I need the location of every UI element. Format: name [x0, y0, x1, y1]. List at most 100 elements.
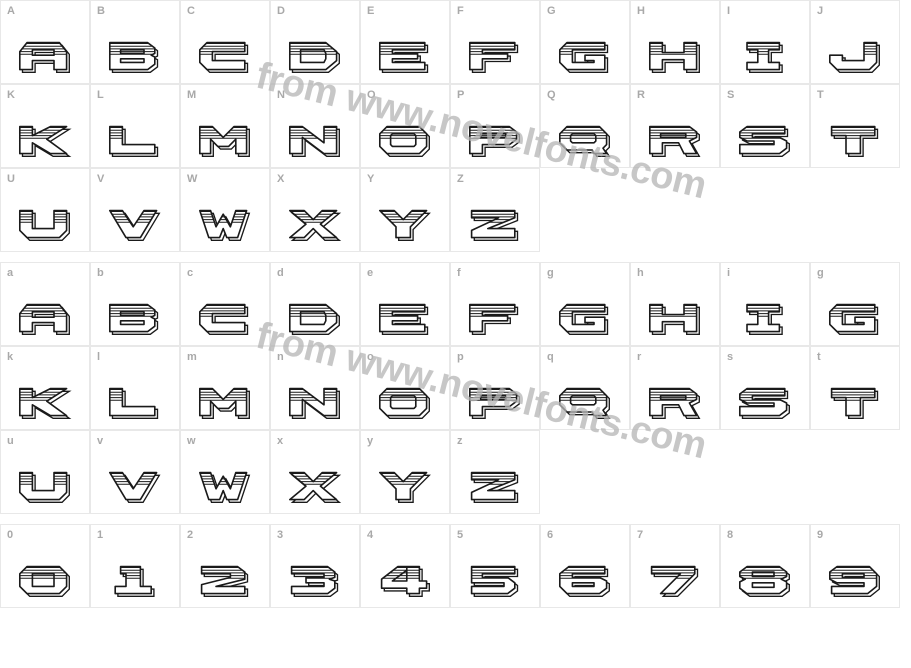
- glyph-cell[interactable]: c: [180, 262, 270, 346]
- glyph-preview: [377, 123, 433, 159]
- glyph-preview: [557, 563, 613, 599]
- glyph-preview: [377, 301, 433, 337]
- glyph-cell[interactable]: B: [90, 0, 180, 84]
- glyph-cell[interactable]: I: [720, 0, 810, 84]
- glyph-preview: [107, 39, 163, 75]
- glyph-cell-label: w: [187, 435, 196, 447]
- glyph-cell[interactable]: 0: [0, 524, 90, 608]
- glyph-cell-label: O: [367, 89, 376, 101]
- glyph-cell-label: v: [97, 435, 103, 447]
- glyph-cell[interactable]: o: [360, 346, 450, 430]
- glyph-cell[interactable]: h: [630, 262, 720, 346]
- glyph-cell[interactable]: L: [90, 84, 180, 168]
- glyph-cell-label: g: [817, 267, 824, 279]
- glyph-preview: [827, 385, 883, 421]
- glyph-cell[interactable]: T: [810, 84, 900, 168]
- character-map-row: K L M N O P Q R S: [0, 84, 911, 168]
- glyph-cell-label: N: [277, 89, 285, 101]
- glyph-cell[interactable]: W: [180, 168, 270, 252]
- glyph-cell[interactable]: 5: [450, 524, 540, 608]
- glyph-preview: [827, 563, 883, 599]
- glyph-cell[interactable]: p: [450, 346, 540, 430]
- glyph-cell[interactable]: U: [0, 168, 90, 252]
- glyph-cell[interactable]: t: [810, 346, 900, 430]
- glyph-cell[interactable]: H: [630, 0, 720, 84]
- glyph-cell-label: F: [457, 5, 464, 17]
- glyph-cell[interactable]: S: [720, 84, 810, 168]
- glyph-cell[interactable]: d: [270, 262, 360, 346]
- glyph-preview: [107, 563, 163, 599]
- glyph-preview: [737, 39, 793, 75]
- glyph-cell-label: R: [637, 89, 645, 101]
- glyph-cell[interactable]: a: [0, 262, 90, 346]
- glyph-cell-label: m: [187, 351, 197, 363]
- glyph-preview: [287, 301, 343, 337]
- glyph-cell[interactable]: N: [270, 84, 360, 168]
- glyph-cell[interactable]: r: [630, 346, 720, 430]
- glyph-cell[interactable]: C: [180, 0, 270, 84]
- glyph-cell[interactable]: g: [810, 262, 900, 346]
- glyph-preview: [557, 385, 613, 421]
- glyph-cell[interactable]: E: [360, 0, 450, 84]
- glyph-cell[interactable]: g: [540, 262, 630, 346]
- glyph-cell[interactable]: v: [90, 430, 180, 514]
- glyph-cell[interactable]: P: [450, 84, 540, 168]
- glyph-cell[interactable]: J: [810, 0, 900, 84]
- glyph-cell[interactable]: 1: [90, 524, 180, 608]
- glyph-cell-label: s: [727, 351, 733, 363]
- glyph-preview: [17, 207, 73, 243]
- glyph-cell[interactable]: f: [450, 262, 540, 346]
- glyph-cell[interactable]: 2: [180, 524, 270, 608]
- glyph-cell-label: 0: [7, 529, 13, 541]
- glyph-cell[interactable]: A: [0, 0, 90, 84]
- glyph-cell-label: W: [187, 173, 197, 185]
- glyph-cell[interactable]: M: [180, 84, 270, 168]
- glyph-cell[interactable]: Q: [540, 84, 630, 168]
- glyph-cell[interactable]: 8: [720, 524, 810, 608]
- glyph-cell[interactable]: Z: [450, 168, 540, 252]
- glyph-cell[interactable]: R: [630, 84, 720, 168]
- glyph-cell[interactable]: 7: [630, 524, 720, 608]
- glyph-cell[interactable]: 4: [360, 524, 450, 608]
- glyph-cell-label: 2: [187, 529, 193, 541]
- glyph-cell[interactable]: G: [540, 0, 630, 84]
- glyph-cell-label: i: [727, 267, 730, 279]
- glyph-cell-label: P: [457, 89, 464, 101]
- glyph-cell[interactable]: l: [90, 346, 180, 430]
- glyph-cell[interactable]: n: [270, 346, 360, 430]
- glyph-cell[interactable]: 3: [270, 524, 360, 608]
- glyph-cell[interactable]: Y: [360, 168, 450, 252]
- glyph-cell[interactable]: y: [360, 430, 450, 514]
- glyph-cell[interactable]: D: [270, 0, 360, 84]
- glyph-cell[interactable]: x: [270, 430, 360, 514]
- glyph-cell[interactable]: X: [270, 168, 360, 252]
- glyph-cell[interactable]: k: [0, 346, 90, 430]
- glyph-cell[interactable]: K: [0, 84, 90, 168]
- glyph-cell[interactable]: V: [90, 168, 180, 252]
- glyph-cell[interactable]: O: [360, 84, 450, 168]
- glyph-cell[interactable]: z: [450, 430, 540, 514]
- glyph-preview: [287, 385, 343, 421]
- glyph-cell[interactable]: 9: [810, 524, 900, 608]
- glyph-preview: [827, 301, 883, 337]
- glyph-cell[interactable]: e: [360, 262, 450, 346]
- glyph-cell[interactable]: F: [450, 0, 540, 84]
- glyph-preview: [377, 469, 433, 505]
- glyph-cell[interactable]: b: [90, 262, 180, 346]
- glyph-cell[interactable]: s: [720, 346, 810, 430]
- glyph-cell[interactable]: q: [540, 346, 630, 430]
- glyph-cell-label: f: [457, 267, 461, 279]
- glyph-cell[interactable]: 6: [540, 524, 630, 608]
- section-spacer: [0, 252, 911, 262]
- glyph-cell-label: A: [7, 5, 15, 17]
- glyph-preview: [107, 385, 163, 421]
- glyph-cell-label: n: [277, 351, 284, 363]
- glyph-cell[interactable]: m: [180, 346, 270, 430]
- section-spacer: [0, 514, 911, 524]
- glyph-cell[interactable]: i: [720, 262, 810, 346]
- glyph-cell[interactable]: w: [180, 430, 270, 514]
- glyph-preview: [647, 301, 703, 337]
- glyph-cell[interactable]: u: [0, 430, 90, 514]
- glyph-preview: [737, 123, 793, 159]
- glyph-cell-label: C: [187, 5, 195, 17]
